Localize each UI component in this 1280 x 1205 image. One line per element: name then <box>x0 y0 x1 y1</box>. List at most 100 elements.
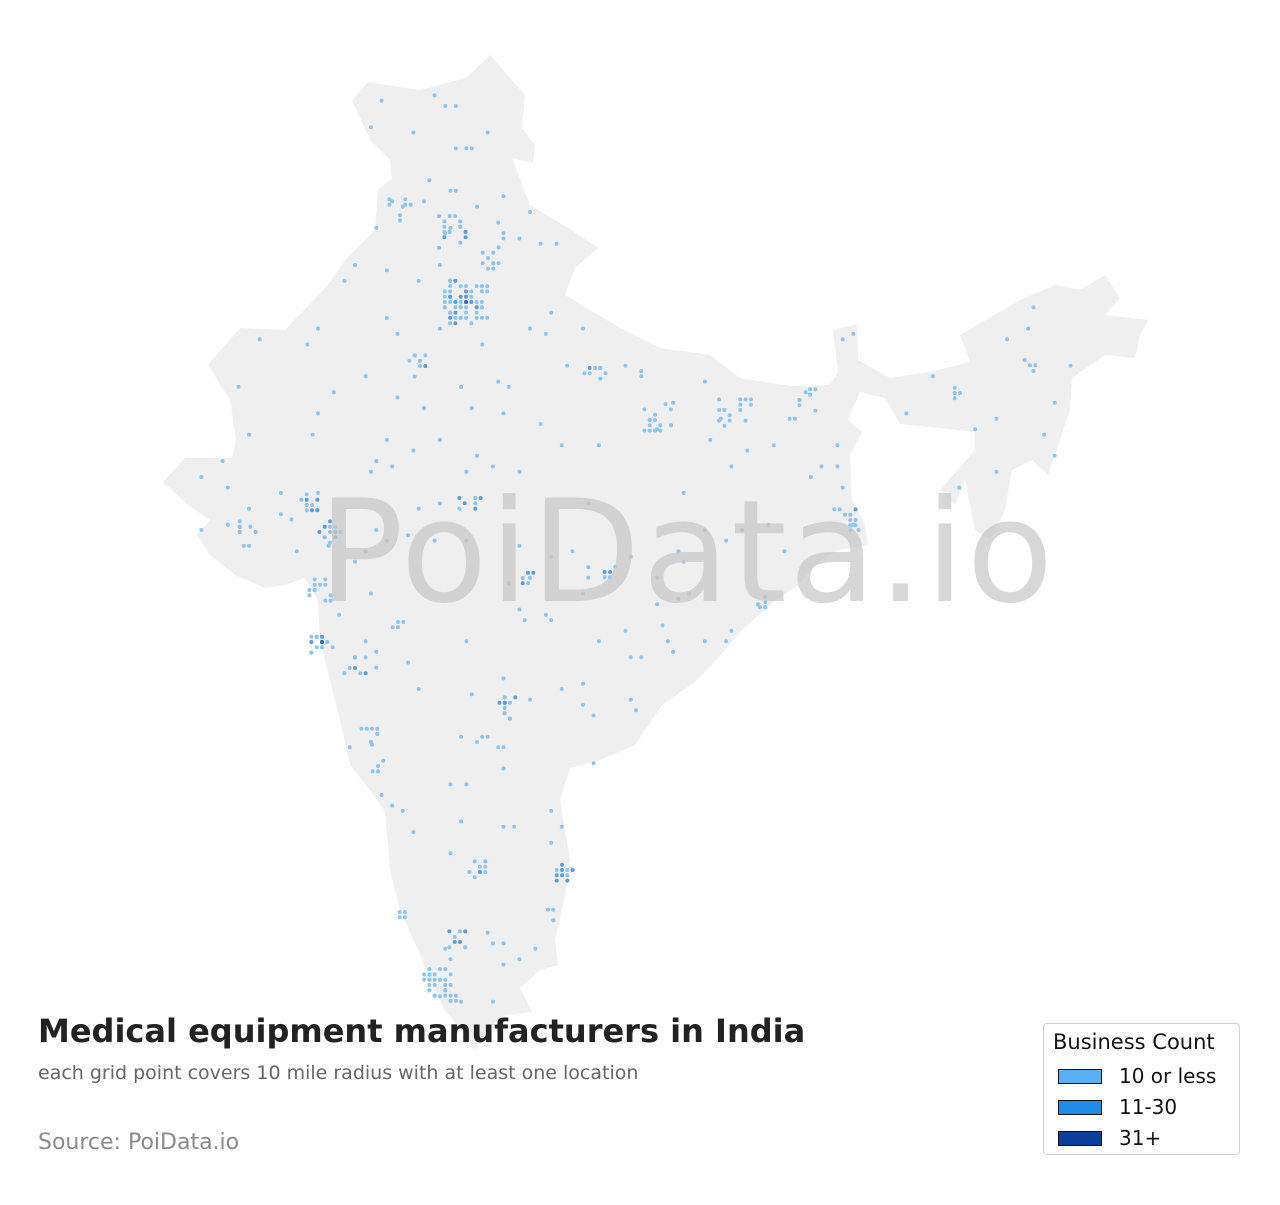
grid-point <box>403 915 407 920</box>
grid-point <box>738 408 743 412</box>
grid-point <box>843 512 847 517</box>
grid-point <box>813 387 818 392</box>
grid-point <box>475 204 479 209</box>
grid-point <box>655 575 660 580</box>
grid-point <box>453 104 458 108</box>
grid-point <box>443 104 448 108</box>
grid-point <box>491 261 496 266</box>
grid-point <box>671 649 676 654</box>
grid-point <box>374 649 379 654</box>
grid-point <box>247 432 252 437</box>
grid-point <box>994 416 999 421</box>
grid-point <box>851 331 856 336</box>
grid-point <box>437 326 442 331</box>
grid-point <box>220 459 225 464</box>
grid-point <box>474 310 479 315</box>
grid-point <box>416 687 421 691</box>
grid-point <box>452 934 457 939</box>
grid-point <box>479 284 484 289</box>
grid-point <box>554 878 559 883</box>
grid-point <box>473 506 478 511</box>
grid-point <box>406 660 411 665</box>
grid-point <box>549 840 554 845</box>
grid-point <box>994 469 999 474</box>
grid-point <box>469 692 474 697</box>
grid-point <box>453 310 458 315</box>
grid-point <box>448 289 453 294</box>
grid-point <box>438 977 442 982</box>
grid-point <box>447 230 452 234</box>
grid-point <box>398 218 402 223</box>
grid-point <box>315 508 320 513</box>
grid-point <box>501 745 506 750</box>
grid-point <box>438 967 442 972</box>
grid-point <box>307 588 312 592</box>
grid-point <box>369 469 373 474</box>
grid-point <box>560 873 564 878</box>
grid-point <box>453 321 458 326</box>
grid-point <box>464 315 468 320</box>
grid-point <box>517 469 522 474</box>
grid-point <box>363 655 368 660</box>
grid-point <box>840 337 845 342</box>
grid-point <box>464 782 469 787</box>
grid-point <box>763 600 768 604</box>
grid-point <box>591 761 596 766</box>
grid-point <box>396 625 400 630</box>
grid-point <box>478 870 482 874</box>
grid-point <box>653 418 657 422</box>
grid-point <box>763 594 768 599</box>
grid-point <box>459 819 464 824</box>
grid-point <box>771 443 776 448</box>
grid-point <box>411 830 416 835</box>
grid-point <box>304 508 309 513</box>
grid-point <box>448 957 453 962</box>
legend-swatch-mid <box>1058 1099 1102 1115</box>
grid-point <box>333 535 338 540</box>
grid-point <box>225 485 230 490</box>
grid-point <box>253 530 258 534</box>
grid-point <box>432 538 437 543</box>
grid-point <box>501 411 506 416</box>
grid-point <box>309 650 314 655</box>
grid-point <box>358 671 363 676</box>
grid-point <box>702 639 707 644</box>
grid-point <box>442 235 447 240</box>
grid-point <box>586 565 591 570</box>
grid-point <box>448 300 453 304</box>
grid-point <box>520 581 525 586</box>
grid-point <box>432 977 437 982</box>
grid-point <box>442 224 447 229</box>
grid-point <box>278 512 283 517</box>
grid-point <box>458 305 463 310</box>
grid-point <box>448 782 453 787</box>
grid-point <box>628 554 633 559</box>
grid-point <box>322 524 327 529</box>
grid-point <box>442 289 447 294</box>
grid-point <box>447 929 452 934</box>
grid-point <box>501 824 506 829</box>
page-title: Medical equipment manufacturers in India <box>38 1012 806 1050</box>
grid-point <box>797 398 802 402</box>
grid-point <box>453 300 458 304</box>
grid-point <box>237 519 242 524</box>
grid-point <box>745 448 750 453</box>
grid-point <box>727 418 732 423</box>
grid-point <box>369 740 373 744</box>
grid-point <box>432 972 437 977</box>
grid-point <box>473 496 478 500</box>
grid-point <box>307 593 312 598</box>
grid-point <box>375 732 380 736</box>
grid-point <box>793 416 797 421</box>
grid-point <box>1052 400 1057 405</box>
grid-point <box>587 366 592 370</box>
grid-point <box>320 634 324 639</box>
grid-point <box>248 524 253 529</box>
legend-swatch-high <box>1058 1130 1102 1146</box>
grid-point <box>528 210 532 214</box>
grid-point <box>724 538 729 543</box>
grid-point <box>623 628 628 633</box>
grid-point <box>459 999 464 1004</box>
grid-point <box>328 524 332 529</box>
grid-point <box>448 188 453 193</box>
